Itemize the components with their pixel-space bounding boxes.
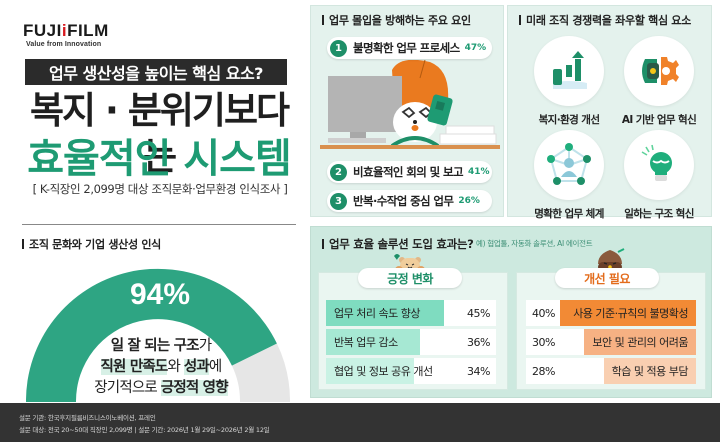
negative-bar-row: 보안 및 관리의 어려움 30% bbox=[526, 329, 696, 355]
bar-fill bbox=[604, 358, 696, 384]
title-bar-icon bbox=[322, 15, 324, 25]
lightbulb-icon bbox=[641, 144, 672, 181]
obstacle-item-3: 3 반복·수작업 중심 업무 26% bbox=[327, 190, 492, 212]
title-bar-icon bbox=[22, 239, 24, 249]
obstacles-title: 업무 몰입을 방해하는 주요 요인 bbox=[322, 12, 471, 28]
footer bbox=[0, 403, 720, 442]
bar-fill bbox=[326, 358, 414, 384]
section-divider bbox=[22, 224, 296, 225]
title-bar-icon bbox=[322, 239, 324, 249]
obstacle-percent: 47% bbox=[464, 43, 487, 53]
positive-bar-row: 업무 처리 속도 향상 45% bbox=[326, 300, 496, 326]
solution-title: 업무 효율 솔루션 도입 효과는? bbox=[322, 236, 474, 252]
ai-gear-icon bbox=[642, 57, 679, 85]
headline-line-2: 효율적인 시스템 bbox=[27, 136, 292, 182]
positive-change-tab: 긍정 변화 bbox=[358, 268, 462, 288]
obstacle-item-2: 2 비효율적인 회의 및 보고 41% bbox=[327, 161, 492, 183]
footer-survey-org: 설문 기관: 한국후지필름비즈니스이노베이션, 프레인 bbox=[19, 414, 156, 422]
hero-question: 업무 생산성을 높이는 핵심 요소? bbox=[25, 59, 287, 85]
rank-badge: 2 bbox=[330, 163, 347, 181]
gauge-caption: 일 잘 되는 구조가 직원 만족도와 성과에 장기적으로 긍정적 영향 bbox=[94, 338, 229, 396]
obstacle-label: 반복·수작업 중심 업무 bbox=[353, 194, 454, 208]
bar-fill bbox=[326, 329, 420, 355]
future-item-welfare: 복지·환경 개선 bbox=[524, 36, 614, 127]
fox-at-desk-illustration bbox=[320, 60, 500, 149]
logo-wordmark: FUJIiFILM bbox=[23, 21, 109, 40]
obstacle-item-1: 1 불명확한 업무 프로세스 47% bbox=[327, 37, 492, 59]
future-item-ai: AI 기반 업무 혁신 bbox=[614, 36, 704, 127]
bar-fill bbox=[560, 300, 696, 326]
culture-section-title: 조직 문화와 기업 생산성 인식 bbox=[22, 236, 161, 252]
future-item-work-structure: 일하는 구조 혁신 bbox=[614, 130, 704, 221]
bar-fill bbox=[584, 329, 696, 355]
gauge-remainder bbox=[231, 343, 290, 402]
gauge-value-arc bbox=[26, 268, 277, 402]
headline-line-1: 복지 · 분위기보다는 bbox=[29, 89, 290, 178]
obstacle-label: 불명확한 업무 프로세스 bbox=[353, 41, 460, 55]
positive-bar-row: 반복 업무 감소 36% bbox=[326, 329, 496, 355]
future-title: 미래 조직 경쟁력을 좌우할 핵심 요소 bbox=[519, 12, 691, 28]
negative-bar-row: 사용 기준·규칙의 불명확성 40% bbox=[526, 300, 696, 326]
title-bar-icon bbox=[519, 15, 521, 25]
gauge-chart bbox=[26, 268, 290, 402]
obstacle-percent: 41% bbox=[468, 167, 490, 177]
obstacle-label: 비효율적인 회의 및 보고 bbox=[353, 165, 464, 179]
network-person-icon bbox=[547, 143, 591, 185]
positive-bar-row: 협업 및 정보 공유 개선 34% bbox=[326, 358, 496, 384]
obstacle-percent: 26% bbox=[458, 196, 480, 206]
negative-bar-row: 학습 및 적용 부담 28% bbox=[526, 358, 696, 384]
gauge-percent: 94% bbox=[129, 278, 191, 311]
growth-chart-hand-icon bbox=[553, 51, 587, 89]
bar-fill bbox=[326, 300, 444, 326]
rank-badge: 1 bbox=[330, 39, 347, 57]
survey-note: [ K-직장인 2,099명 대상 조직문화·업무환경 인식조사 ] bbox=[32, 182, 288, 196]
rank-badge: 3 bbox=[330, 192, 347, 210]
solution-subtitle: 예) 협업툴, 자동화 솔루션, AI 에이전트 bbox=[476, 239, 593, 248]
future-item-clear-system: 명확한 업무 체계 bbox=[524, 130, 614, 221]
footer-survey-target: 설문 대상: 전국 20~50대 직장인 2,099명 | 설문 기간: 202… bbox=[19, 426, 270, 434]
needs-improvement-tab: 개선 필요 bbox=[555, 268, 659, 288]
logo-tagline: Value from Innovation bbox=[26, 41, 102, 48]
fujifilm-logo: FUJIiFILM Value from Innovation bbox=[23, 22, 109, 48]
